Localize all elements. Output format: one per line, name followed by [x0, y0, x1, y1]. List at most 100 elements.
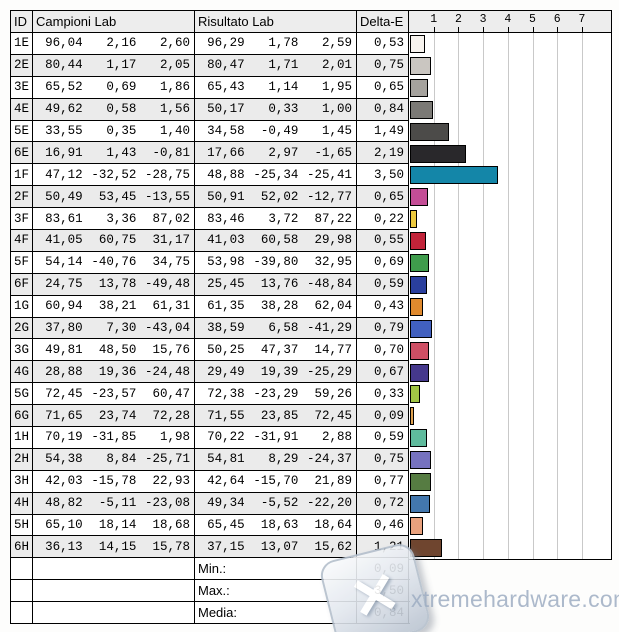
risultato-a: -23,29 [253, 386, 299, 401]
risultato-a: 1,14 [268, 80, 299, 95]
delta-e-value: 0,59 [357, 427, 409, 448]
table-header-row: ID Campioni Lab Risultato Lab Delta-E [11, 11, 410, 33]
table-row: 3F 83,61 3,36 87,02 83,46 3,72 87,22 0,22 [11, 208, 410, 231]
risultato-b: -25,29 [307, 364, 353, 379]
campioni-lab-cell: 48,82 -5,11 -23,08 [33, 492, 195, 514]
campioni-l: 50,49 [45, 189, 83, 204]
delta-e-bar-chart: 1 2 3 4 5 6 7 [409, 10, 612, 560]
delta-e-bar [410, 473, 432, 491]
table-summary: Min.: 0,09 Max.: 3,50 Media: 0,84 [11, 558, 410, 625]
axis-tick-label: 4 [504, 13, 512, 26]
risultato-b: 32,95 [314, 255, 353, 270]
delta-e-bar [410, 363, 429, 382]
table-row: 5F 54,14 -40,76 34,75 53,98 -39,80 32,95 0,6… [11, 251, 410, 274]
campioni-b: 87,02 [152, 211, 191, 226]
axis-tick-label: 5 [529, 13, 536, 26]
summary-empty-campioni [33, 602, 195, 624]
axis-tick-mark [532, 27, 534, 32]
patch-id: 1F [11, 164, 33, 186]
campioni-l: 96,04 [45, 36, 83, 51]
campioni-a: 38,21 [98, 299, 137, 314]
table-row: 1H 70,19 -31,85 1,98 70,22 -31,91 2,88 0,59 [11, 427, 410, 449]
delta-e-value: 0,79 [357, 317, 409, 339]
risultato-l: 83,46 [207, 211, 245, 226]
table-row: 6F 24,75 13,78 -49,48 25,45 13,76 -48,84 0,5… [11, 273, 410, 296]
summary-row: Media: 0,84 [11, 602, 410, 625]
risultato-a: 23,85 [260, 408, 299, 423]
campioni-lab-cell: 50,49 53,45 -13,55 [33, 186, 195, 208]
risultato-l: 34,58 [207, 124, 245, 138]
campioni-l: 70,19 [45, 430, 83, 445]
risultato-lab-cell: 34,58 -0,49 1,45 [195, 120, 357, 142]
patch-id: 5H [11, 514, 33, 536]
delta-e-bar [410, 429, 427, 448]
campioni-a: 1,43 [106, 145, 137, 160]
patch-id: 1H [11, 427, 33, 448]
campioni-b: 15,78 [152, 539, 191, 554]
table-row: 2F 50,49 53,45 -13,55 50,91 52,02 -12,77 0,6… [11, 186, 410, 209]
risultato-b: 14,77 [314, 342, 353, 357]
campioni-b: 1,56 [160, 102, 191, 117]
risultato-a: 3,72 [268, 211, 299, 226]
campioni-a: 13,78 [98, 277, 137, 292]
column-header-id: ID [11, 11, 33, 32]
delta-e-value: 1,49 [357, 120, 409, 142]
campioni-lab-cell: 42,03 -15,78 22,93 [33, 470, 195, 492]
delta-e-bar [410, 78, 429, 97]
column-header-campioni-lab: Campioni Lab [33, 11, 195, 32]
risultato-a: 13,07 [260, 539, 299, 554]
gridline [458, 33, 460, 559]
risultato-b: 21,89 [314, 474, 353, 489]
delta-e-value: 0,65 [357, 186, 409, 208]
delta-e-value: 0,84 [357, 98, 409, 120]
table-row: 5G 72,45 -23,57 60,47 72,38 -23,29 59,26 0,3… [11, 383, 410, 406]
delta-e-bar [410, 144, 467, 163]
risultato-lab-cell: 42,64 -15,70 21,89 [195, 470, 357, 492]
delta-e-bar [410, 122, 449, 141]
risultato-b: 59,26 [314, 386, 353, 401]
risultato-lab-cell: 50,25 47,37 14,77 [195, 339, 357, 361]
delta-e-value: 0,65 [357, 76, 409, 98]
campioni-l: 71,65 [45, 408, 83, 423]
risultato-b: 2,88 [322, 430, 353, 445]
campioni-lab-cell: 49,81 48,50 15,76 [33, 339, 195, 361]
risultato-a: 47,37 [260, 342, 299, 357]
delta-e-bar [410, 232, 426, 251]
campioni-b: 34,75 [152, 255, 191, 270]
campioni-a: 48,50 [98, 342, 137, 357]
risultato-l: 48,88 [207, 167, 245, 182]
campioni-b: 2,05 [160, 58, 191, 73]
delta-e-value: 0,53 [357, 33, 409, 54]
delta-e-bar [410, 341, 430, 360]
gridline [483, 33, 485, 559]
axis-tick-label: 7 [578, 13, 586, 26]
campioni-lab-cell: 37,80 7,30 -43,04 [33, 317, 195, 339]
campioni-a: -31,85 [91, 430, 137, 445]
risultato-a: 1,78 [268, 36, 299, 51]
risultato-b: 15,62 [314, 539, 353, 554]
delta-e-bar [410, 275, 427, 294]
campioni-l: 24,75 [45, 277, 83, 292]
delta-e-value: 0,67 [357, 361, 409, 383]
risultato-l: 17,66 [207, 145, 245, 160]
risultato-b: 72,45 [314, 408, 353, 423]
axis-tick-label: 6 [553, 13, 561, 26]
table-body: 1E 96,04 2,16 2,60 96,29 1,78 2,59 0,53 2E 8… [11, 33, 410, 559]
patch-id: 4F [11, 230, 33, 251]
campioni-l: 65,52 [45, 80, 83, 95]
campioni-b: 1,98 [160, 430, 191, 445]
campioni-b: 1,86 [160, 80, 191, 95]
campioni-lab-cell: 60,94 38,21 61,31 [33, 295, 195, 317]
risultato-a: -15,70 [253, 474, 299, 489]
campioni-l: 33,55 [45, 124, 83, 138]
campioni-l: 16,91 [45, 145, 83, 160]
axis-tick-mark [507, 27, 509, 32]
campioni-l: 54,14 [45, 255, 83, 270]
table-row: 4G 28,88 19,36 -24,48 29,49 19,39 -25,29 0,6… [11, 361, 410, 384]
risultato-b: 1,45 [322, 124, 353, 138]
risultato-lab-cell: 83,46 3,72 87,22 [195, 208, 357, 230]
table-row: 1G 60,94 38,21 61,31 61,35 38,28 62,04 0,43 [11, 295, 410, 318]
axis-tick-label: 2 [454, 13, 462, 26]
campioni-l: 48,82 [45, 496, 83, 511]
risultato-l: 42,64 [207, 474, 245, 489]
